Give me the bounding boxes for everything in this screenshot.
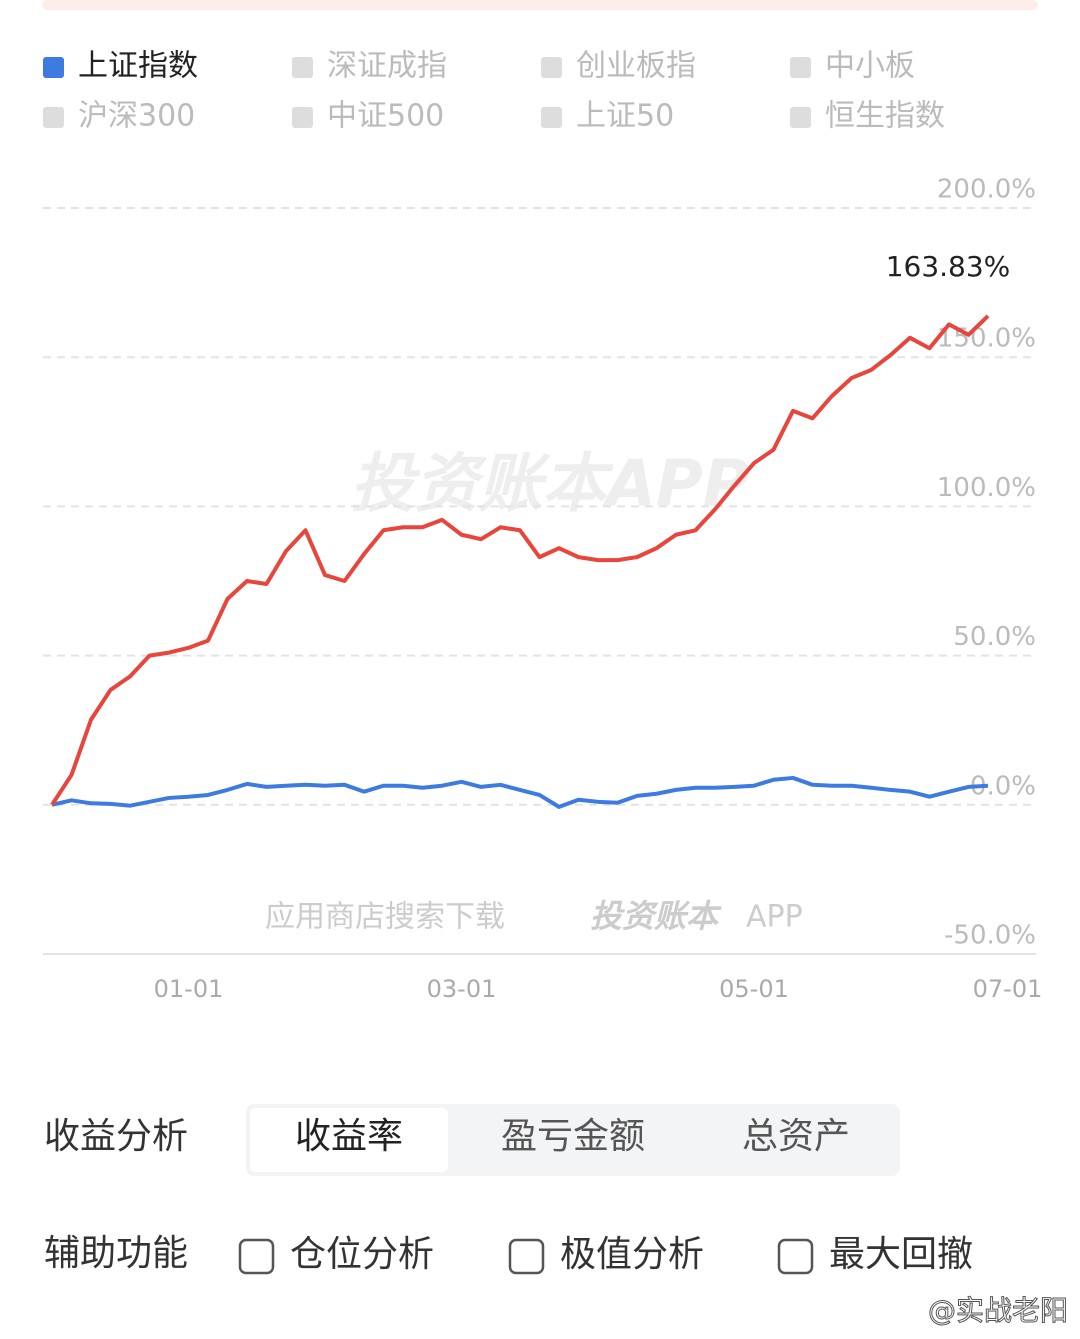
watermark: 投资账本APP bbox=[350, 448, 749, 522]
tab[interactable]: 总资产 bbox=[742, 1116, 850, 1157]
legend-label[interactable]: 上证50 bbox=[576, 99, 674, 134]
y-tick-label: -50.0% bbox=[944, 921, 1036, 951]
legend-label[interactable]: 恒生指数 bbox=[825, 99, 945, 134]
x-tick-label: 03-01 bbox=[427, 975, 497, 1003]
legend-swatch bbox=[292, 57, 313, 78]
x-tick-label: 05-01 bbox=[719, 975, 789, 1003]
legend-swatch bbox=[43, 57, 64, 78]
series-line bbox=[50, 314, 990, 806]
legend-label[interactable]: 中小板 bbox=[825, 49, 915, 84]
legend-swatch bbox=[292, 107, 313, 128]
tab[interactable]: 盈亏金额 bbox=[501, 1116, 645, 1157]
legend-label[interactable]: 中证500 bbox=[327, 99, 444, 134]
legend-swatch bbox=[790, 57, 811, 78]
y-tick-label: 150.0% bbox=[937, 324, 1036, 354]
y-tick-label: 100.0% bbox=[937, 473, 1036, 503]
series-line bbox=[51, 775, 989, 809]
checkbox[interactable] bbox=[777, 1238, 814, 1275]
watermark: 投资账本 bbox=[590, 897, 722, 935]
x-tick-label: 01-01 bbox=[154, 975, 224, 1003]
legend-swatch bbox=[43, 107, 64, 128]
legend-swatch bbox=[541, 107, 562, 128]
y-tick-label: 200.0% bbox=[937, 175, 1036, 205]
checkbox[interactable] bbox=[238, 1238, 275, 1275]
legend-label[interactable]: 创业板指 bbox=[576, 49, 696, 84]
checkbox-label[interactable]: 最大回撤 bbox=[829, 1234, 973, 1275]
legend-swatch bbox=[541, 57, 562, 78]
checkbox-label[interactable]: 仓位分析 bbox=[290, 1234, 434, 1275]
top-banner bbox=[42, 0, 1038, 10]
section-label: 辅助功能 bbox=[44, 1233, 188, 1274]
value-annotation: 163.83% bbox=[886, 250, 1011, 283]
watermark: APP bbox=[746, 900, 803, 935]
section-label: 收益分析 bbox=[44, 1116, 188, 1157]
x-tick-label: 07-01 bbox=[973, 975, 1043, 1003]
y-tick-label: 50.0% bbox=[953, 622, 1036, 652]
checkbox[interactable] bbox=[508, 1238, 545, 1275]
legend-label[interactable]: 上证指数 bbox=[78, 49, 198, 84]
tab-active-bg bbox=[250, 1108, 448, 1172]
checkbox-label[interactable]: 极值分析 bbox=[560, 1234, 704, 1275]
tab[interactable]: 收益率 bbox=[295, 1116, 403, 1157]
weibo-watermark: @实战老阳 bbox=[928, 1294, 1068, 1327]
legend-swatch bbox=[790, 107, 811, 128]
watermark: 应用商店搜索下载 bbox=[265, 900, 505, 935]
legend-label[interactable]: 沪深300 bbox=[78, 99, 195, 134]
legend-label[interactable]: 深证成指 bbox=[327, 49, 447, 84]
